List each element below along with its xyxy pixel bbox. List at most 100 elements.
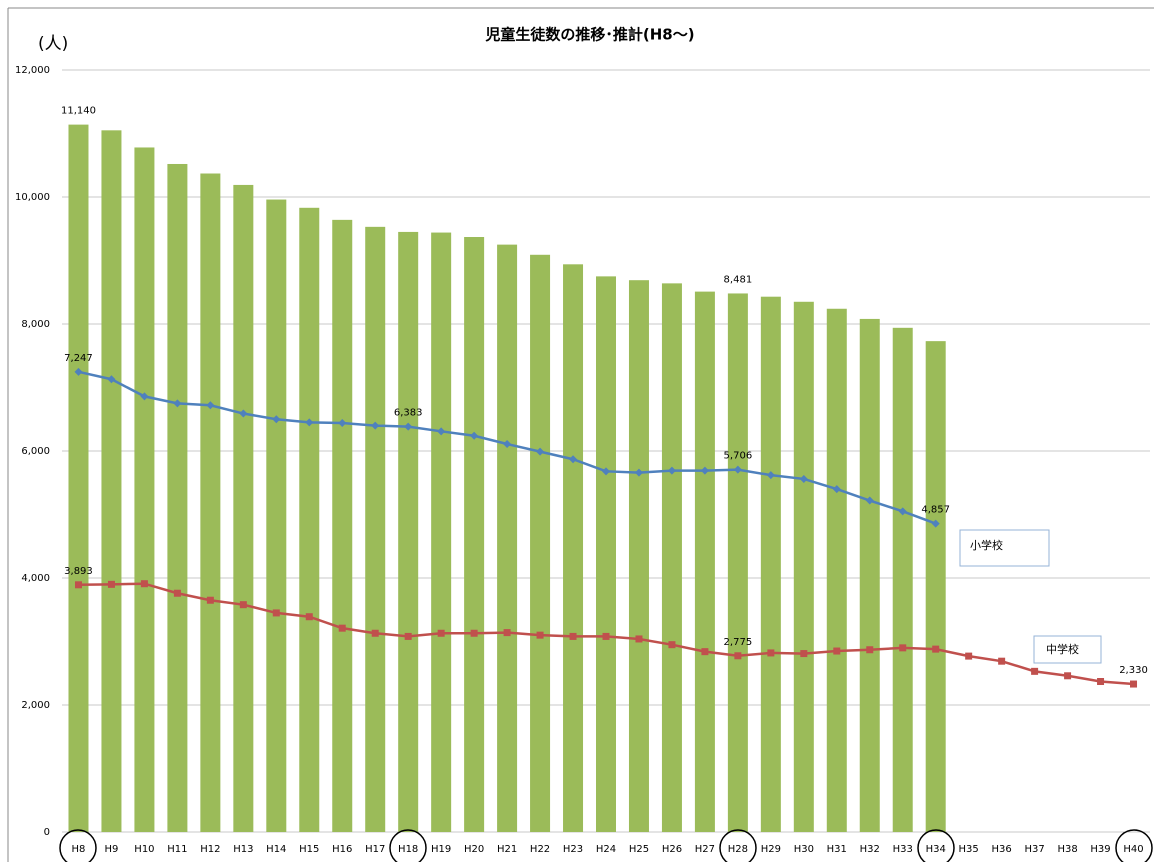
marker	[734, 652, 742, 660]
bar	[727, 293, 748, 832]
highlight-circles	[59, 829, 1153, 862]
marker	[140, 392, 149, 401]
x-tick-label: H33	[893, 844, 913, 855]
x-tick-label: H27	[695, 844, 715, 855]
x-tick-label: H11	[167, 844, 187, 855]
x-tick-label: H12	[200, 844, 220, 855]
x-tick-label: H37	[1024, 844, 1044, 855]
marker	[1031, 667, 1039, 675]
marker	[272, 609, 280, 617]
x-tick-label: H24	[596, 844, 616, 855]
data-label: 8,481	[724, 274, 753, 285]
bar	[101, 130, 122, 832]
marker	[305, 418, 314, 427]
marker	[767, 649, 775, 657]
marker	[371, 421, 380, 430]
bar	[760, 296, 781, 832]
bar	[530, 254, 551, 832]
highlight-circle	[389, 829, 427, 862]
bar	[694, 291, 715, 832]
legend-box	[959, 529, 1050, 567]
bar	[596, 276, 616, 832]
bar	[332, 219, 353, 833]
x-tick-label: H18	[398, 844, 418, 855]
bar	[826, 308, 847, 832]
data-label: 11,140	[61, 106, 96, 117]
marker	[173, 399, 182, 408]
x-tick-label: H30	[794, 844, 814, 855]
marker	[931, 519, 940, 528]
x-tick-label: H36	[992, 844, 1012, 855]
marker	[503, 440, 512, 449]
marker	[239, 409, 248, 418]
data-label: 4,857	[921, 505, 950, 516]
bar	[464, 237, 485, 832]
marker	[536, 447, 545, 456]
marker	[700, 466, 709, 475]
x-tick-label: H16	[332, 844, 352, 855]
marker	[206, 596, 214, 604]
marker	[107, 580, 115, 588]
marker	[800, 650, 808, 658]
bar	[200, 173, 221, 832]
x-tick-label: H39	[1090, 844, 1110, 855]
marker	[634, 468, 643, 477]
x-tick-label: H17	[365, 844, 385, 855]
marker	[173, 589, 181, 597]
marker	[272, 415, 281, 424]
y-tick-label: 4,000	[21, 573, 50, 584]
highlight-circle	[1115, 829, 1153, 862]
data-label: 5,706	[724, 451, 753, 462]
marker	[668, 641, 676, 649]
bar	[266, 199, 287, 833]
marker	[1130, 680, 1138, 688]
bar	[563, 264, 584, 832]
bar	[167, 163, 188, 833]
marker	[866, 646, 874, 654]
marker	[371, 629, 379, 637]
marker	[404, 422, 413, 431]
marker	[865, 496, 874, 505]
marker	[998, 657, 1006, 665]
bar	[68, 124, 89, 833]
x-tick-label: H32	[860, 844, 880, 855]
bar	[925, 341, 946, 832]
marker	[404, 632, 412, 640]
data-label: 2,775	[724, 637, 753, 648]
bar	[497, 244, 518, 832]
x-tick-label: H31	[827, 844, 847, 855]
marker	[602, 632, 610, 640]
marker	[503, 629, 511, 637]
y-tick-label: 2,000	[21, 700, 50, 711]
marker	[338, 624, 346, 632]
x-tick-label: H25	[629, 844, 649, 855]
x-tick-label: H10	[134, 844, 154, 855]
marker	[1097, 678, 1105, 686]
x-tick-label: H9	[105, 844, 119, 855]
x-tick-label: H26	[662, 844, 682, 855]
marker	[832, 485, 841, 494]
marker	[766, 471, 775, 480]
y-unit: (人)	[38, 34, 68, 54]
marker	[470, 431, 479, 440]
data-label: 3,893	[64, 566, 93, 577]
marker	[470, 629, 478, 637]
data-label: 7,247	[64, 353, 93, 364]
marker	[733, 465, 742, 474]
marker	[536, 631, 544, 639]
marker	[74, 367, 83, 376]
marker	[799, 474, 808, 483]
marker	[569, 632, 577, 640]
x-tick-label: H20	[464, 844, 484, 855]
x-tick-label: H15	[299, 844, 319, 855]
x-tick-label: H14	[266, 844, 286, 855]
marker	[239, 601, 247, 609]
y-tick-label: 0	[44, 827, 50, 838]
highlight-circle	[719, 829, 757, 862]
marker	[569, 455, 578, 464]
x-tick-label: H23	[563, 844, 583, 855]
x-tick-label: H34	[926, 844, 946, 855]
legend-label: 中学校	[1046, 642, 1079, 656]
